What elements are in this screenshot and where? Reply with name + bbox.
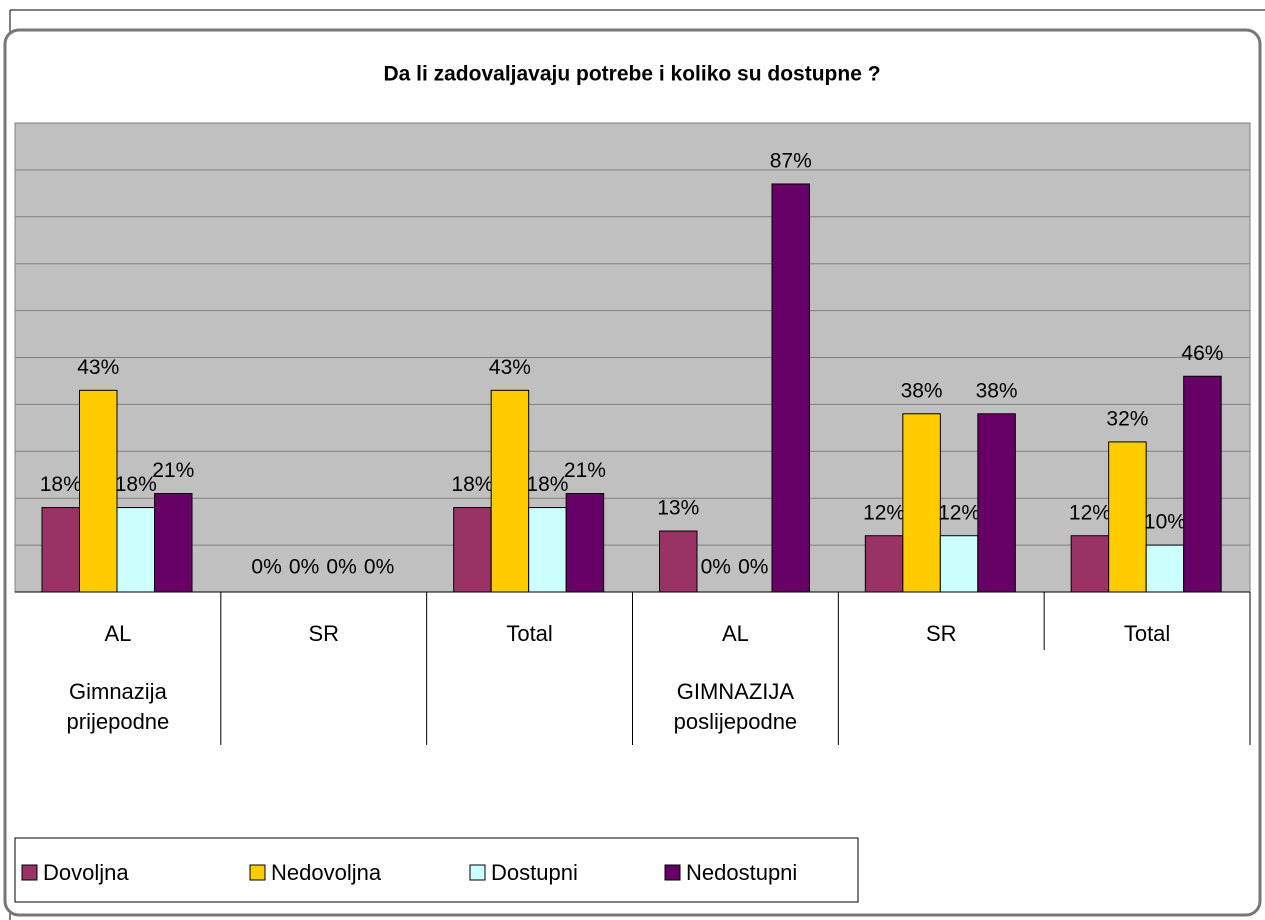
value-label: 12% [938, 501, 980, 524]
value-label: 18% [451, 473, 493, 496]
legend-swatch [249, 864, 266, 881]
x-tick-label: SR [308, 621, 339, 646]
value-label: 12% [1069, 501, 1111, 524]
legend-label: Nedostupni [686, 860, 797, 885]
bar [659, 530, 698, 593]
value-label: 10% [1144, 511, 1186, 534]
bar [79, 389, 118, 593]
x-tick-label: SR [926, 621, 957, 646]
bar [490, 389, 530, 593]
bar [528, 507, 567, 593]
value-label: 18% [115, 473, 157, 496]
legend-swatch [664, 864, 681, 881]
legend-label: Nedovoljna [271, 860, 382, 885]
bar [116, 507, 155, 593]
bar [939, 535, 979, 593]
category-group-label: GIMNAZIJA poslijepodne [673, 679, 798, 734]
bar [1183, 375, 1222, 593]
bar [453, 507, 492, 593]
bar [864, 535, 904, 593]
bar [1070, 535, 1110, 593]
x-tick-label: Total [506, 621, 552, 646]
bar [1108, 441, 1147, 593]
legend-swatch [21, 864, 38, 881]
value-label: 18% [40, 473, 82, 496]
value-label: 46% [1181, 342, 1223, 365]
category-group-label: Gimnazija prijepodne [66, 679, 170, 734]
x-tick-label: AL [104, 621, 131, 646]
bar [1145, 544, 1185, 593]
value-label: 13% [657, 497, 699, 520]
bar [902, 413, 941, 593]
value-label: 43% [77, 356, 119, 379]
bar [565, 493, 605, 593]
value-label: 21% [564, 459, 606, 482]
legend-label: Dostupni [491, 860, 578, 885]
value-label: 32% [1106, 407, 1148, 430]
x-tick-label: Total [1124, 621, 1170, 646]
bar [41, 507, 80, 593]
legend-label: Dovoljna [43, 860, 129, 885]
value-label: 43% [489, 356, 531, 379]
value-label: 38% [901, 379, 943, 402]
value-label: 21% [152, 459, 194, 482]
value-label: 0% [738, 556, 768, 579]
value-label: 38% [976, 379, 1018, 402]
value-label: 18% [526, 473, 568, 496]
x-tick-label: AL [722, 621, 749, 646]
bar [771, 183, 810, 593]
value-label: 0% [364, 556, 394, 579]
legend [14, 837, 859, 903]
bar [977, 413, 1016, 593]
value-label: 87% [770, 150, 812, 173]
value-label: 12% [863, 501, 905, 524]
legend-swatch [469, 864, 486, 881]
value-label: 0% [289, 556, 319, 579]
value-label: 0% [701, 556, 731, 579]
value-label: 0% [326, 556, 356, 579]
chart-title: Da li zadovaljavaju potrebe i koliko su … [383, 63, 880, 86]
bar [154, 493, 193, 593]
value-label: 0% [251, 556, 281, 579]
